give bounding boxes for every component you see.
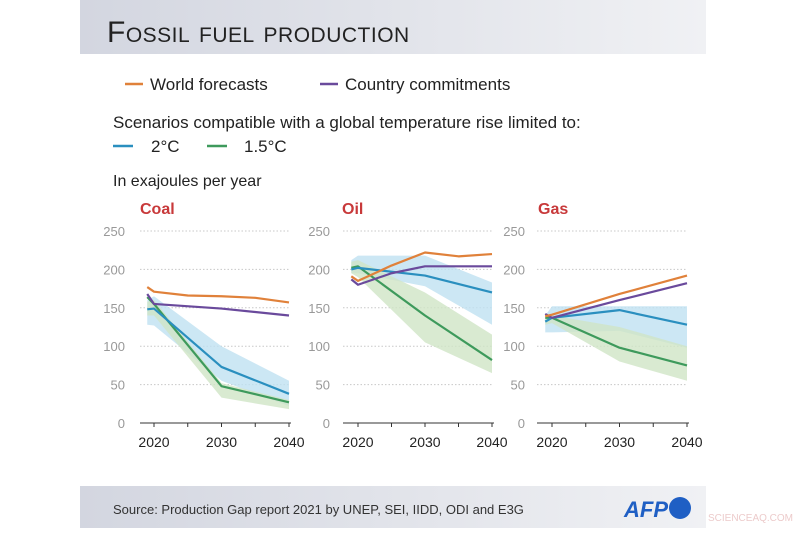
x-tick-label: 2020 bbox=[342, 434, 373, 450]
series-line-country bbox=[350, 265, 492, 286]
source-note: Source: Production Gap report 2021 by UN… bbox=[113, 502, 524, 517]
watermark: SCIENCEAQ.COM bbox=[708, 513, 793, 524]
y-tick-label: 200 bbox=[103, 262, 125, 277]
panel-title: Gas bbox=[538, 201, 568, 218]
legend-label-1-5c: 1.5°C bbox=[244, 137, 287, 156]
legend-label-2c: 2°C bbox=[151, 137, 180, 156]
afp-logo-dot bbox=[669, 497, 691, 519]
series-line-world bbox=[545, 274, 688, 318]
y-tick-label: 250 bbox=[103, 224, 125, 239]
y-tick-label: 50 bbox=[316, 378, 330, 393]
series-line-world bbox=[350, 251, 493, 283]
panel-oil: Oil 0 50 100 150 200 250 2020 2030 2040 bbox=[308, 201, 507, 450]
x-tick-label: 2020 bbox=[536, 434, 567, 450]
panel-gas: Gas 0 50 100 150 200 250 2020 2030 2040 bbox=[503, 201, 702, 450]
x-tick-label: 2030 bbox=[604, 434, 635, 450]
legend-label-world: World forecasts bbox=[150, 75, 268, 94]
y-tick-label: 150 bbox=[503, 301, 525, 316]
x-tick-label: 2040 bbox=[273, 434, 304, 450]
band-two bbox=[351, 255, 492, 325]
series-line-world bbox=[146, 286, 290, 304]
panel-title: Coal bbox=[140, 201, 175, 218]
y-tick-label: 100 bbox=[503, 339, 525, 354]
y-tick-label: 100 bbox=[308, 339, 330, 354]
x-tick-label: 2030 bbox=[409, 434, 440, 450]
y-tick-label: 0 bbox=[118, 416, 125, 431]
x-tick-label: 2030 bbox=[206, 434, 237, 450]
band-onefive bbox=[545, 315, 687, 381]
series-line-onefive bbox=[351, 265, 493, 361]
header-band bbox=[80, 0, 706, 54]
scenario-intro: Scenarios compatible with a global tempe… bbox=[113, 113, 581, 132]
chart-panels: Coal 0 50 100 150 200 250 2020 2030 2040 Oil 0 50 100… bbox=[103, 201, 702, 450]
x-tick-label: 2040 bbox=[671, 434, 702, 450]
series-line-two bbox=[351, 266, 493, 294]
panel-coal: Coal 0 50 100 150 200 250 2020 2030 2040 bbox=[103, 201, 304, 450]
series-line-country bbox=[146, 293, 290, 317]
unit-label: In exajoules per year bbox=[113, 173, 262, 190]
y-tick-label: 0 bbox=[323, 416, 330, 431]
x-tick-label: 2040 bbox=[476, 434, 507, 450]
series-line-two bbox=[544, 309, 688, 326]
legend: World forecasts Country commitments Scen… bbox=[113, 75, 581, 156]
footer-band bbox=[80, 486, 706, 528]
y-tick-label: 150 bbox=[103, 301, 125, 316]
y-tick-label: 0 bbox=[518, 416, 525, 431]
series-line-onefive bbox=[545, 316, 688, 367]
page-title: Fossil fuel production bbox=[107, 16, 410, 49]
y-tick-label: 150 bbox=[308, 301, 330, 316]
y-tick-label: 200 bbox=[503, 262, 525, 277]
panel-title: Oil bbox=[342, 201, 363, 218]
legend-label-country: Country commitments bbox=[345, 75, 510, 94]
afp-logo-text: AFP bbox=[623, 497, 668, 522]
y-tick-label: 50 bbox=[111, 378, 125, 393]
y-tick-label: 50 bbox=[511, 378, 525, 393]
afp-logo: AFP bbox=[623, 497, 691, 522]
y-tick-label: 250 bbox=[308, 224, 330, 239]
y-tick-label: 250 bbox=[503, 224, 525, 239]
series-line-two bbox=[147, 307, 290, 395]
x-tick-label: 2020 bbox=[138, 434, 169, 450]
y-tick-label: 100 bbox=[103, 339, 125, 354]
y-tick-label: 200 bbox=[308, 262, 330, 277]
